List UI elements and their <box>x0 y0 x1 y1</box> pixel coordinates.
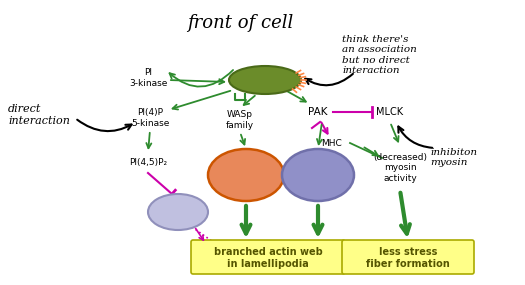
Text: (decreased)
myosin
activity: (decreased) myosin activity <box>373 153 427 183</box>
Ellipse shape <box>208 149 284 201</box>
Ellipse shape <box>148 194 208 230</box>
Ellipse shape <box>282 149 354 201</box>
Text: direct
interaction: direct interaction <box>8 104 70 126</box>
FancyBboxPatch shape <box>342 240 474 274</box>
Text: think there's
an association
but no direct
interaction: think there's an association but no dire… <box>342 35 417 75</box>
FancyBboxPatch shape <box>191 240 345 274</box>
Text: PAK: PAK <box>308 107 328 117</box>
Text: less stress
fiber formation: less stress fiber formation <box>366 247 450 269</box>
Text: capping
protein: capping protein <box>160 202 196 222</box>
Text: inhibiton
myosin: inhibiton myosin <box>430 148 477 167</box>
Text: ARP
(branching
nucleator): ARP (branching nucleator) <box>220 160 272 190</box>
Text: PI(4,5)P₂: PI(4,5)P₂ <box>129 158 167 168</box>
Text: WASp
family: WASp family <box>226 110 254 130</box>
Text: Rac-GTP: Rac-GTP <box>239 75 291 85</box>
Text: MLCK: MLCK <box>376 107 404 117</box>
Text: PI(4)P
5-kinase: PI(4)P 5-kinase <box>131 108 169 128</box>
Text: branched actin web
in lamellipodia: branched actin web in lamellipodia <box>214 247 322 269</box>
Ellipse shape <box>229 66 301 94</box>
Text: MHC: MHC <box>322 139 342 148</box>
Text: front of cell: front of cell <box>187 14 293 32</box>
Text: PI
3-kinase: PI 3-kinase <box>129 68 167 88</box>
Text: Filamin
(web
crosslinker): Filamin (web crosslinker) <box>290 160 346 190</box>
